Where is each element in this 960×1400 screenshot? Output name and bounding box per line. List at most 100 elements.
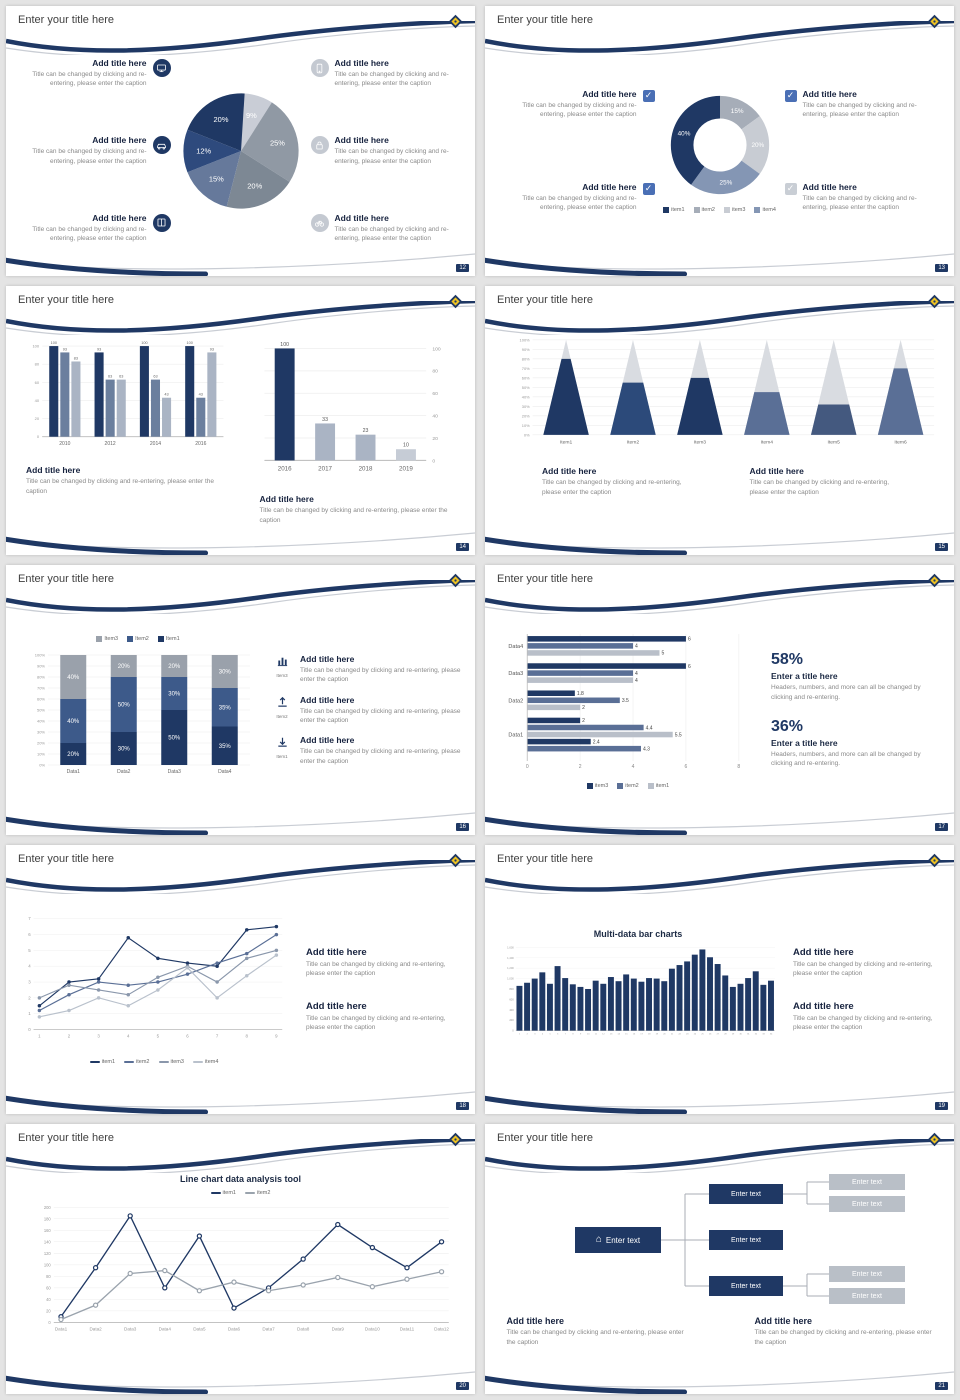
page-number: 21 (935, 1382, 948, 1390)
chart-legend: item1 item2 item3 item4 (18, 1059, 290, 1065)
svg-text:35%: 35% (219, 744, 232, 750)
caption-title: Add title here (334, 58, 389, 68)
slide-1[interactable]: Enter your title here Add title here Titl… (6, 6, 475, 276)
page-number: 14 (456, 543, 469, 552)
svg-text:160: 160 (43, 1228, 51, 1233)
svg-text:Data3: Data3 (124, 1327, 137, 1332)
svg-text:5: 5 (28, 948, 31, 953)
slide-9[interactable]: Enter your title here Line chart data an… (6, 1124, 475, 1394)
slide-4[interactable]: Enter your title here 0% 10% 20% 30% 40% 50% 6… (485, 285, 954, 556)
chart-legend: Item3 Item2 Item1 (18, 635, 258, 642)
svg-text:8: 8 (246, 1033, 249, 1038)
svg-text:17: 17 (640, 1034, 643, 1036)
svg-text:Item3: Item3 (694, 439, 707, 445)
svg-text:29: 29 (732, 1034, 735, 1036)
caption-title: Add title here (26, 465, 81, 476)
stat-block: 36% Enter a title here Headers, numbers, a… (771, 718, 940, 769)
logo-icon (448, 573, 463, 588)
caption-text: Title can be changed by clicking and re-… (334, 148, 449, 165)
svg-text:80: 80 (432, 368, 438, 374)
logo-icon (448, 1133, 463, 1147)
top-swoosh-decoration (485, 1139, 954, 1174)
svg-text:20%: 20% (247, 181, 262, 190)
slide-2[interactable]: Enter your title here Add title here Titl… (485, 6, 954, 276)
caption-title: Add title here (300, 653, 355, 664)
svg-text:Data1: Data1 (508, 733, 523, 739)
left-caption-column: Add title here Title can be changed by cl… (18, 52, 171, 250)
slide-7[interactable]: Enter your title here 0 1 2 3 4 5 6 7 1 2 3 4 5 6 7 8 9 i… (6, 844, 475, 1115)
svg-text:21: 21 (671, 1034, 674, 1036)
svg-text:2014: 2014 (150, 440, 161, 446)
caption-text: Title can be changed by clicking and re-… (754, 1329, 932, 1346)
caption-text: Title can be changed by clicking and re-… (32, 71, 147, 88)
svg-text:20%: 20% (37, 740, 45, 745)
slide-5[interactable]: Enter your title here Item3 Item2 Item1 0% 1… (6, 565, 475, 835)
svg-text:35%: 35% (219, 705, 232, 711)
svg-text:10: 10 (403, 442, 409, 448)
chart-legend: item1 item2 (25, 1190, 457, 1196)
svg-text:0%: 0% (39, 762, 45, 767)
page-number: 16 (456, 822, 469, 831)
caption-title: Add title here (259, 494, 314, 505)
svg-text:40%: 40% (67, 719, 80, 725)
svg-text:30%: 30% (168, 691, 181, 697)
right-caption-column: ✓ Add title here Title can be changed by c… (784, 52, 943, 250)
caption-title: Add title here (92, 212, 147, 223)
svg-text:28: 28 (724, 1034, 727, 1036)
donut-chart: 15% 20% 25% 40% item1 item2 item3 item4 (661, 86, 779, 216)
svg-text:1,200: 1,200 (507, 967, 514, 971)
svg-text:30%: 30% (118, 746, 131, 752)
diagram-box: Enter text (829, 1196, 905, 1213)
page-number: 17 (935, 822, 948, 831)
caption-title: Add title here (582, 181, 637, 192)
svg-text:23: 23 (686, 1034, 689, 1036)
svg-text:13: 13 (610, 1034, 613, 1036)
lock-icon (310, 136, 329, 155)
svg-text:20: 20 (663, 1034, 666, 1036)
bottom-swoosh-decoration (6, 1091, 475, 1115)
bottom-swoosh-decoration (485, 532, 954, 556)
svg-text:6: 6 (557, 1034, 559, 1036)
svg-text:4: 4 (28, 963, 31, 968)
svg-text:Data2: Data2 (89, 1327, 102, 1332)
svg-text:14: 14 (618, 1034, 621, 1036)
caption-text: Title can be changed by clicking and re-… (793, 1014, 933, 1032)
slide-8[interactable]: Enter your title here Multi-data bar cha… (485, 844, 954, 1115)
svg-text:200: 200 (509, 1019, 514, 1023)
svg-text:100%: 100% (520, 337, 531, 342)
svg-text:Data1: Data1 (54, 1327, 67, 1332)
slide-6[interactable]: Enter your title here 0 2 4 6 8 6 4 5 Data4 6 4 4 Da… (485, 565, 954, 835)
svg-text:Data8: Data8 (297, 1327, 310, 1332)
slide-10[interactable]: Enter your title here ⌂ Enter text Enter … (485, 1124, 954, 1394)
svg-text:30%: 30% (37, 729, 45, 734)
svg-text:100: 100 (187, 341, 193, 345)
svg-text:26: 26 (709, 1034, 712, 1036)
svg-text:0: 0 (37, 434, 40, 439)
logo-icon (927, 573, 942, 588)
chart-legend: item1 item2 item3 item4 (661, 206, 779, 213)
caption-title: Add title here (92, 135, 147, 146)
checkbox-icon: ✓ (642, 182, 655, 195)
svg-text:20: 20 (35, 416, 40, 421)
svg-text:83: 83 (74, 356, 78, 360)
stat-percent: 58% (771, 651, 804, 669)
slide-3[interactable]: Enter your title here 0 20 40 60 80 100 100 93 8… (6, 285, 475, 556)
page-number: 19 (935, 1102, 948, 1111)
svg-text:800: 800 (509, 987, 514, 991)
svg-text:3: 3 (28, 979, 31, 984)
svg-text:2: 2 (579, 764, 582, 770)
svg-text:4.3: 4.3 (643, 747, 650, 753)
svg-text:33: 33 (762, 1034, 765, 1036)
svg-text:40: 40 (46, 1297, 51, 1302)
svg-text:2: 2 (582, 706, 585, 712)
svg-text:93: 93 (63, 347, 67, 351)
top-swoosh-decoration (485, 859, 954, 894)
svg-text:Data10: Data10 (364, 1327, 379, 1332)
svg-text:6: 6 (186, 1033, 189, 1038)
svg-text:15: 15 (625, 1034, 628, 1036)
page-number: 18 (456, 1102, 469, 1111)
caption-title: Add title here (793, 946, 854, 958)
svg-text:40: 40 (432, 413, 438, 419)
svg-text:20%: 20% (168, 664, 181, 670)
svg-text:12%: 12% (196, 146, 211, 155)
